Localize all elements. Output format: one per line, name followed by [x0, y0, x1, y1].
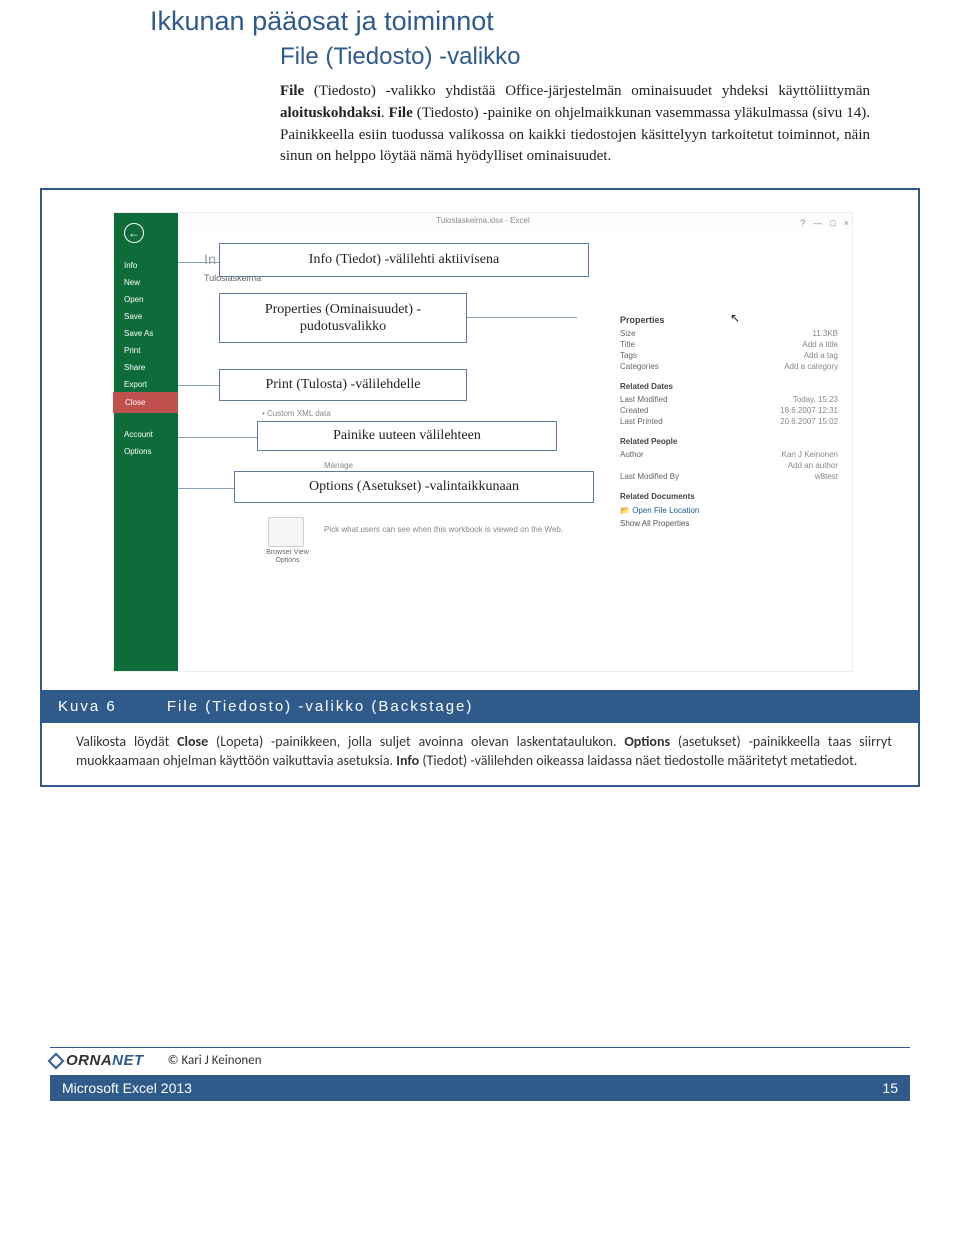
- prop-cr-l: Created: [620, 406, 648, 415]
- cap-t1: Valikosta löydät: [76, 733, 177, 750]
- prop-cr-r: 18.6.2007 12:31: [780, 406, 838, 415]
- prop-size-r: 11.3KB: [812, 329, 838, 338]
- show-all-properties[interactable]: Show All Properties: [620, 517, 838, 530]
- heading-sub: File (Tiedosto) -valikko: [280, 43, 920, 71]
- cap-t3: (Lopeta) -painikkeen, jolla suljet avoin…: [208, 733, 624, 750]
- prop-lmod-l: Last Modified By: [620, 472, 679, 481]
- figure-caption-bar: Kuva 6 File (Tiedosto) -valikko (Backsta…: [42, 690, 918, 723]
- callout-new-tab: Painike uuteen välilehteen: [257, 421, 557, 451]
- prop-lm-r: Today, 15:23: [793, 395, 838, 404]
- props-docs-heading: Related Documents: [620, 492, 838, 501]
- back-arrow-icon[interactable]: ←: [124, 223, 144, 243]
- excel-backstage-screenshot: Tuloslaskelma.xlsx - Excel ? — □ × Kari …: [113, 212, 853, 672]
- cursor-icon: ↖: [730, 311, 740, 325]
- page-footer: ORNANET © Kari J Keinonen Microsoft Exce…: [40, 1047, 920, 1101]
- figure-container: Tuloslaskelma.xlsx - Excel ? — □ × Kari …: [40, 188, 920, 787]
- sidebar-item-export[interactable]: Export: [114, 376, 178, 393]
- sidebar-item-account[interactable]: Account: [114, 426, 178, 443]
- prop-cat-r[interactable]: Add a category: [784, 362, 838, 371]
- prop-lp-l: Last Printed: [620, 417, 663, 426]
- prop-cat-l: Categories: [620, 362, 659, 371]
- callout-print: Print (Tulosta) -välilehdelle: [219, 369, 467, 401]
- sidebar-item-open[interactable]: Open: [114, 291, 178, 308]
- para-bold-file2: File: [389, 105, 413, 121]
- sidebar-item-info[interactable]: Info: [114, 257, 178, 274]
- prop-auth-r: Kari J Keinonen: [782, 450, 838, 459]
- sidebar-item-share[interactable]: Share: [114, 359, 178, 376]
- ornanet-logo: ORNANET: [50, 1052, 144, 1069]
- browser-view-button[interactable]: [268, 517, 304, 547]
- cap-bold-options: Options: [624, 733, 670, 750]
- figure-number: Kuva 6: [58, 698, 117, 715]
- logo-diamond-icon: [48, 1052, 65, 1069]
- logo-net: NET: [112, 1052, 144, 1069]
- footer-divider: [50, 1047, 910, 1048]
- para-bold-aloitus: aloituskohdaksi: [280, 105, 381, 121]
- prop-lmod-r: w8test: [815, 472, 838, 481]
- heading-main: Ikkunan pääosat ja toiminnot: [150, 6, 920, 37]
- prop-size-l: Size: [620, 329, 636, 338]
- excel-title: Tuloslaskelma.xlsx - Excel: [436, 216, 530, 225]
- cap-bold-info: Info: [396, 752, 419, 769]
- cap-t7: (Tiedot) -välilehden oikeassa laidassa n…: [419, 752, 857, 769]
- para-t4: .: [381, 105, 389, 121]
- footer-page: 15: [882, 1080, 898, 1096]
- prop-addauth[interactable]: Add an author: [788, 461, 838, 470]
- copyright: © Kari J Keinonen: [168, 1053, 262, 1068]
- screenshot-wrap: Tuloslaskelma.xlsx - Excel ? — □ × Kari …: [42, 190, 918, 690]
- callout-properties: Properties (Ominaisuudet) -pudotusvalikk…: [219, 293, 467, 343]
- sidebar-item-print[interactable]: Print: [114, 342, 178, 359]
- footer-bar: Microsoft Excel 2013 15: [50, 1075, 910, 1101]
- prop-auth-l: Author: [620, 450, 644, 459]
- intro-paragraph: File (Tiedosto) -valikko yhdistää Office…: [280, 81, 870, 168]
- properties-panel: ↖ Properties Size11.3KB TitleAdd a title…: [620, 315, 838, 530]
- props-dates-heading: Related Dates: [620, 382, 838, 391]
- footer-product: Microsoft Excel 2013: [62, 1080, 192, 1096]
- open-file-location[interactable]: 📂 Open File Location: [620, 504, 838, 517]
- logo-orna: ORNA: [66, 1052, 112, 1069]
- figure-description: Valikosta löydät Close (Lopeta) -painikk…: [42, 723, 918, 785]
- sidebar-item-saveas[interactable]: Save As: [114, 325, 178, 342]
- prop-tags-r[interactable]: Add a tag: [804, 351, 838, 360]
- browser-view-label: Browser View Options: [260, 549, 315, 564]
- prop-title-l: Title: [620, 340, 635, 349]
- cap-bold-close: Close: [177, 733, 208, 750]
- prop-tags-l: Tags: [620, 351, 637, 360]
- figure-title: File (Tiedosto) -valikko (Backstage): [167, 698, 474, 715]
- info-heading: In: [204, 251, 216, 267]
- sidebar-item-close[interactable]: Close: [114, 393, 178, 412]
- sidebar-item-options[interactable]: Options: [114, 443, 178, 460]
- para-t2: (Tiedosto) -valikko yhdistää Office-järj…: [304, 83, 870, 99]
- props-heading[interactable]: Properties: [620, 315, 838, 325]
- web-note: Pick what users can see when this workbo…: [324, 525, 563, 534]
- custom-xml-label: • Custom XML data: [262, 409, 331, 418]
- prop-lm-l: Last Modified: [620, 395, 668, 404]
- backstage-sidebar: ← Info New Open Save Save As Print Share…: [114, 213, 178, 671]
- prop-lp-r: 20.6.2007 15:02: [780, 417, 838, 426]
- callout-info-tab: Info (Tiedot) -välilehti aktiivisena: [219, 243, 589, 277]
- excel-titlebar: Tuloslaskelma.xlsx - Excel ? — □ ×: [114, 213, 852, 229]
- prop-title-r[interactable]: Add a title: [802, 340, 838, 349]
- sidebar-item-new[interactable]: New: [114, 274, 178, 291]
- props-people-heading: Related People: [620, 437, 838, 446]
- sidebar-item-save[interactable]: Save: [114, 308, 178, 325]
- callout-options: Options (Asetukset) -valintaikkunaan: [234, 471, 594, 503]
- para-bold-file1: File: [280, 83, 304, 99]
